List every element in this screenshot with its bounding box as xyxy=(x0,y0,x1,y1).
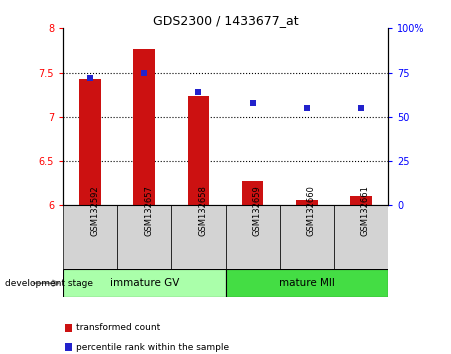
Bar xyxy=(226,269,388,297)
Text: GSM132661: GSM132661 xyxy=(361,185,370,236)
Bar xyxy=(242,182,263,205)
Bar xyxy=(226,205,280,269)
Bar xyxy=(280,205,334,269)
Text: GSM132592: GSM132592 xyxy=(90,185,99,236)
Bar xyxy=(171,205,226,269)
Text: mature MII: mature MII xyxy=(279,278,335,288)
Text: GSM132658: GSM132658 xyxy=(198,185,207,236)
Bar xyxy=(188,96,209,205)
Text: GSM132657: GSM132657 xyxy=(144,185,153,236)
Text: transformed count: transformed count xyxy=(76,323,160,332)
Text: immature GV: immature GV xyxy=(110,278,179,288)
Text: GSM132660: GSM132660 xyxy=(307,185,316,236)
Text: percentile rank within the sample: percentile rank within the sample xyxy=(76,343,229,352)
Bar xyxy=(296,200,318,205)
Bar xyxy=(117,205,171,269)
Title: GDS2300 / 1433677_at: GDS2300 / 1433677_at xyxy=(153,14,298,27)
Bar xyxy=(133,49,155,205)
Text: development stage: development stage xyxy=(5,279,92,288)
Bar xyxy=(63,205,117,269)
Bar xyxy=(79,79,101,205)
Bar xyxy=(63,269,226,297)
Text: GSM132659: GSM132659 xyxy=(253,185,262,236)
Bar xyxy=(334,205,388,269)
Bar xyxy=(350,196,372,205)
